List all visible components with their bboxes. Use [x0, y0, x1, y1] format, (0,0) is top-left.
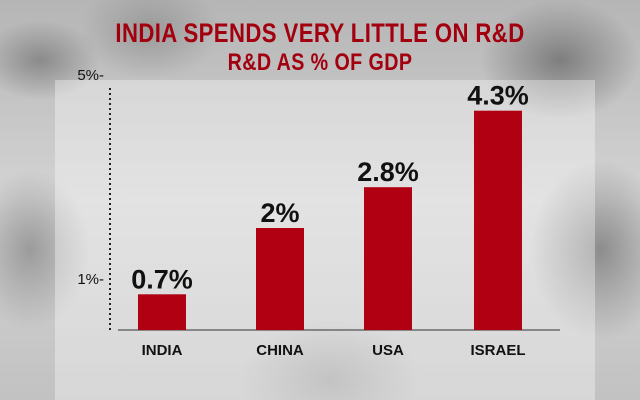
data-label-usa: 2.8%	[357, 157, 419, 187]
bar-china	[256, 228, 304, 330]
y-tick-label-1: 1%-	[77, 271, 104, 288]
bar-usa	[364, 187, 412, 330]
x-tick-label-india: INDIA	[142, 342, 183, 359]
x-tick-label-israel: ISRAEL	[470, 342, 525, 359]
data-label-india: 0.7%	[131, 264, 193, 294]
data-label-israel: 4.3%	[467, 81, 529, 111]
data-label-china: 2%	[260, 198, 299, 228]
y-tick-label-0: 5%-	[77, 67, 104, 84]
x-tick-label-usa: USA	[372, 342, 404, 359]
x-tick-label-china: CHINA	[256, 342, 304, 359]
bar-india	[138, 294, 186, 330]
chart-subtitle: R&D AS % OF GDP	[227, 49, 413, 76]
chart-title: INDIA SPENDS VERY LITTLE ON R&D	[115, 18, 525, 48]
bar-israel	[474, 110, 522, 330]
